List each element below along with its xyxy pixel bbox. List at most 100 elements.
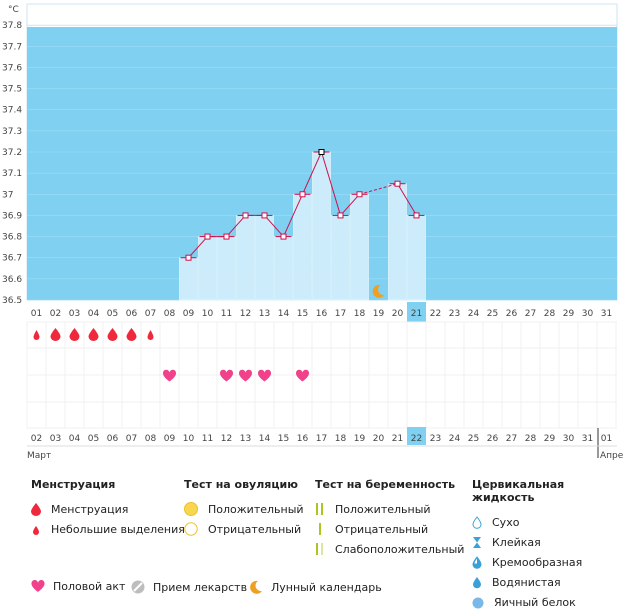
legend-menstruation-small: Небольшие выделения xyxy=(31,519,185,539)
cycle-day-label: 15 xyxy=(297,309,308,319)
heart-icon xyxy=(257,369,272,382)
y-unit-label: °C xyxy=(8,5,19,15)
cycle-day-label: 22 xyxy=(430,309,441,319)
date-label: 25 xyxy=(468,434,479,444)
date-label: 07 xyxy=(126,434,137,444)
legend-pregnancy-negative: Отрицательный xyxy=(315,519,464,539)
date-label: 30 xyxy=(563,434,575,444)
date-label: 22 xyxy=(411,434,422,444)
highlight-day-cell xyxy=(407,302,426,322)
legend-pregnancy: Тест на беременность Положительный Отриц… xyxy=(315,478,464,559)
legend-cervical-sticky: Клейкая xyxy=(472,532,626,552)
legend-cervical-creamy: Кремообразная xyxy=(472,552,626,572)
cycle-day-label: 29 xyxy=(563,309,575,319)
y-tick-label: 37.6 xyxy=(2,63,22,73)
y-tick-label: 37.7 xyxy=(2,42,22,52)
single-bar-icon xyxy=(319,523,321,535)
temperature-segment xyxy=(359,183,398,195)
temperature-point xyxy=(394,180,401,187)
cycle-day-label: 07 xyxy=(145,309,156,319)
temperature-point xyxy=(356,191,363,198)
y-tick-label: 37.1 xyxy=(2,169,22,179)
legend-label: Небольшие выделения xyxy=(51,522,185,536)
date-label: 06 xyxy=(107,434,119,444)
date-label: 23 xyxy=(430,434,441,444)
y-tick-label: 37.2 xyxy=(2,148,22,158)
legend-label: Сухо xyxy=(492,515,520,529)
cycle-day-label: 04 xyxy=(88,309,100,319)
date-label: 04 xyxy=(69,434,81,444)
legend-pregnancy-title: Тест на беременность xyxy=(315,478,456,491)
legend-label: Половой акт xyxy=(53,580,126,593)
cycle-day-label: 11 xyxy=(221,309,232,319)
legend-menstruation-full: Менструация xyxy=(31,499,185,519)
cycle-day-label: 09 xyxy=(183,309,195,319)
temperature-point xyxy=(413,212,420,219)
legend-label: Менструация xyxy=(51,502,129,516)
cycle-day-label: 12 xyxy=(240,309,251,319)
temperature-bar xyxy=(217,236,236,301)
temperature-point xyxy=(280,233,287,240)
temperature-point xyxy=(299,191,306,198)
legend-pregnancy-weak: Слабоположительный xyxy=(315,539,464,559)
drop-icon xyxy=(50,328,61,341)
legend-label: Яичный белок xyxy=(494,595,576,609)
legend-ovulation: Тест на овуляцию Положительный Отрицател… xyxy=(184,478,304,539)
drop-icon xyxy=(126,328,137,341)
date-label: 24 xyxy=(449,434,461,444)
event-rows xyxy=(26,321,617,429)
temperature-bar xyxy=(388,183,407,301)
cycle-day-label: 03 xyxy=(69,309,80,319)
date-label: 26 xyxy=(487,434,499,444)
month-left-label: Март xyxy=(27,451,51,461)
cycle-day-label: 26 xyxy=(506,309,518,319)
month-right-label: Апре xyxy=(600,451,624,461)
legend-label: Кремообразная xyxy=(492,555,583,569)
temperature-bar xyxy=(407,215,426,301)
date-label: 27 xyxy=(506,434,517,444)
temperature-line xyxy=(180,149,425,298)
cycle-day-label: 17 xyxy=(335,309,346,319)
temperature-segment xyxy=(340,193,360,216)
date-label: 29 xyxy=(544,434,556,444)
cycle-day-ticks: 01 02 03 04 05 06 07 08 09 10 11 12 13 14 15 16 17 18 19 20… xyxy=(31,302,612,322)
temperature-bar xyxy=(198,236,217,301)
heart-icon xyxy=(219,369,234,382)
temperature-point xyxy=(318,149,325,155)
empty-circle-icon xyxy=(184,522,198,536)
y-tick-label: 37.8 xyxy=(2,21,22,31)
y-tick-label: 37.4 xyxy=(2,106,22,116)
date-label: 11 xyxy=(202,434,213,444)
cycle-day-label: 16 xyxy=(316,309,328,319)
temperature-point xyxy=(185,254,192,261)
legend-cervical-eggwhite: Яичный белок xyxy=(472,592,626,612)
temperature-segment xyxy=(397,183,417,216)
date-label: 31 xyxy=(582,434,593,444)
date-label: 19 xyxy=(354,434,366,444)
cycle-day-label: 13 xyxy=(259,309,270,319)
drop-icon xyxy=(107,328,118,341)
temperature-point xyxy=(337,212,344,219)
date-label: 18 xyxy=(335,434,347,444)
temperature-segment xyxy=(264,215,284,237)
y-tick-label: 37.5 xyxy=(2,85,22,95)
legend-ovulation-positive: Положительный xyxy=(184,499,304,519)
cycle-day-label: 20 xyxy=(392,309,404,319)
legend-label: Положительный xyxy=(208,502,304,516)
date-label: 12 xyxy=(221,434,232,444)
date-label: 05 xyxy=(88,434,99,444)
cycle-day-label: 02 xyxy=(50,309,61,319)
date-label: 15 xyxy=(278,434,289,444)
cycle-day-label: 05 xyxy=(107,309,118,319)
temperature-bars xyxy=(179,151,426,301)
date-label: 02 xyxy=(31,434,42,444)
temperature-bar xyxy=(293,194,312,301)
date-label: 20 xyxy=(373,434,385,444)
temperature-bar xyxy=(179,257,198,301)
moon-icon xyxy=(250,580,262,594)
small-drop-icon xyxy=(33,330,40,340)
y-tick-label: 36.7 xyxy=(2,254,22,264)
cycle-day-label: 25 xyxy=(487,309,498,319)
cycle-day-label: 31 xyxy=(601,309,612,319)
legend-label: Водянистая xyxy=(492,575,561,589)
